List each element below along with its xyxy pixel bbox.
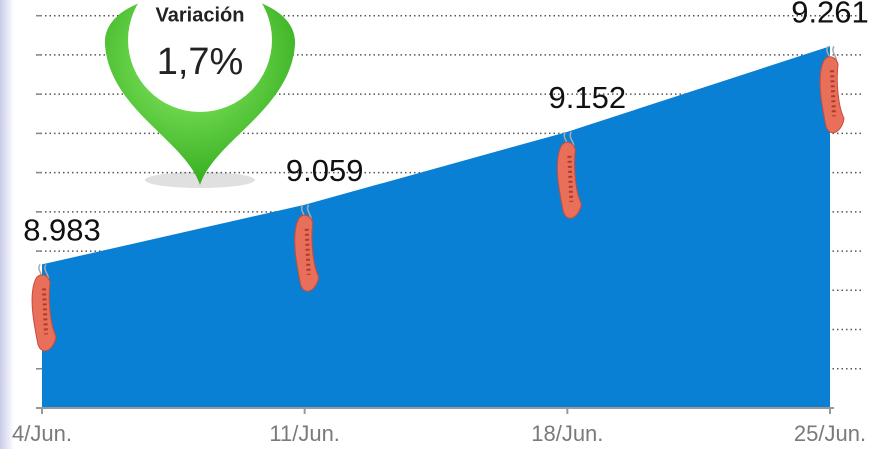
value-label: 9.152 xyxy=(549,80,627,115)
plot xyxy=(36,46,834,414)
sausage xyxy=(556,141,582,219)
sausage-icon xyxy=(294,204,320,292)
x-tick-label: 11/Jun. xyxy=(269,421,340,446)
sausage xyxy=(31,274,57,352)
variation-pin: Variación 1,7% xyxy=(104,0,296,188)
sausage-icon xyxy=(31,264,57,352)
value-label: 9.261 xyxy=(791,0,869,29)
pin-value: 1,7% xyxy=(157,41,244,83)
value-label: 8.983 xyxy=(23,213,101,248)
x-tick-label: 4/Jun. xyxy=(12,421,72,446)
x-tick-label: 25/Jun. xyxy=(794,421,866,446)
value-label: 9.059 xyxy=(286,153,364,188)
pin-title: Variación xyxy=(156,4,245,26)
sausage-icon xyxy=(556,131,582,219)
sausage-icon xyxy=(819,45,845,134)
edge-shade xyxy=(0,0,14,449)
area xyxy=(42,46,830,409)
sausage xyxy=(294,214,320,292)
x-tick-label: 18/Jun. xyxy=(531,421,603,446)
pin-face xyxy=(128,0,272,112)
sausage xyxy=(819,56,845,134)
